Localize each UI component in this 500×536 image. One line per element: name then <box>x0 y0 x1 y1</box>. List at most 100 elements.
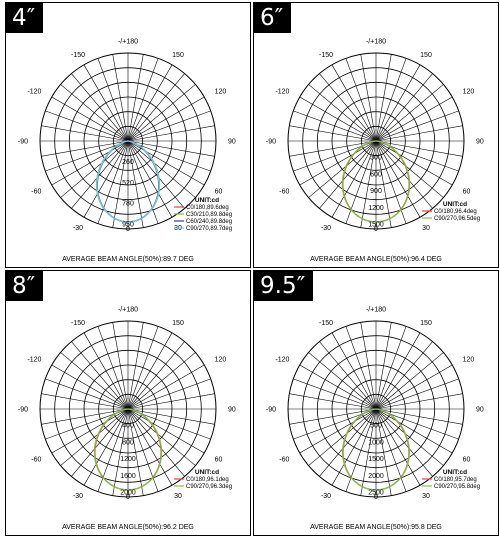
unit-label: UNIT:cd <box>443 201 467 208</box>
polar-spoke <box>375 393 463 410</box>
angle-label: 30 <box>422 493 430 500</box>
angle-label: -90 <box>18 139 28 146</box>
polar-spoke <box>127 341 185 410</box>
angle-label: -60 <box>279 189 289 196</box>
radial-label: 1500 <box>368 222 384 229</box>
radial-label: 1000 <box>368 439 384 446</box>
polar-spoke <box>45 378 129 410</box>
angle-label: 0 <box>126 494 130 501</box>
series-curve <box>96 140 160 223</box>
polar-spoke <box>45 140 129 172</box>
polar-spoke <box>375 378 459 410</box>
beam-angle-text: AVERAGE BEAM ANGLE(50%):89.7 DEG <box>62 256 194 263</box>
legend-entry: C30/210,89.8deg <box>186 212 232 218</box>
polar-spoke <box>71 408 129 477</box>
polar-spoke <box>308 408 377 466</box>
angle-label: 90 <box>228 139 236 146</box>
polar-spoke <box>308 352 377 410</box>
polar-spoke <box>127 140 196 198</box>
polar-spoke <box>289 125 377 142</box>
polar-spoke <box>375 140 444 198</box>
polar-spoke <box>331 408 377 486</box>
polar-chart: -/+180 150 120 90 60 30 0 -30 -60 -90 -120 -150 400 8… <box>18 307 236 532</box>
polar-spoke <box>41 140 129 157</box>
panel-9-5-inch: -/+180 150 120 90 60 30 0 -30 -60 -90 -120 -150 500 1… <box>253 270 499 536</box>
polar-spoke <box>127 140 211 172</box>
radial-label: 2000 <box>368 473 384 480</box>
polar-spoke <box>319 408 377 477</box>
polar-spoke <box>127 408 144 496</box>
polar-spoke <box>127 110 211 142</box>
angle-label: -150 <box>71 52 85 59</box>
polar-spoke <box>375 364 453 410</box>
polar-spoke <box>375 408 453 454</box>
radial-label: 260 <box>122 159 134 166</box>
angle-label: -120 <box>27 357 41 364</box>
polar-spoke <box>127 96 205 142</box>
polar-spoke <box>127 326 159 410</box>
polar-spoke <box>375 326 407 410</box>
polar-spoke <box>127 140 173 218</box>
polar-spoke <box>308 140 377 198</box>
angle-label: -/+180 <box>366 307 386 314</box>
beam-angle-text: AVERAGE BEAM ANGLE(50%):96.2 DEG <box>62 524 194 531</box>
legend-entry: C0/180,96.1deg <box>186 477 229 483</box>
angle-label: -60 <box>31 457 41 464</box>
polar-spoke <box>293 110 377 142</box>
radial-label: 900 <box>370 188 382 195</box>
legend-entry: C90/270,96.3deg <box>186 484 232 490</box>
angle-label: -30 <box>321 225 331 232</box>
polar-spoke <box>112 54 129 142</box>
series-curve <box>341 408 411 491</box>
beam-angle-text: AVERAGE BEAM ANGLE(50%):95.8 DEG <box>310 524 442 531</box>
polar-spoke <box>60 84 129 142</box>
polar-spoke <box>97 326 129 410</box>
polar-spoke <box>375 140 433 209</box>
polar-spoke <box>83 64 129 142</box>
legend-entry: C90/270,89.7deg <box>186 226 232 232</box>
radial-label: 800 <box>122 439 134 446</box>
panel-label: 4″ <box>6 3 44 33</box>
polar-spoke <box>345 58 377 142</box>
series-curve <box>341 140 411 223</box>
polar-spoke <box>51 364 129 410</box>
polar-spoke <box>127 408 173 486</box>
polar-spoke <box>360 322 377 410</box>
polar-spoke <box>127 140 144 228</box>
angle-label: -/+180 <box>118 39 138 46</box>
radial-label: 520 <box>122 180 134 187</box>
polar-spoke <box>127 408 215 425</box>
unit-label: UNIT:cd <box>443 469 467 476</box>
polar-spoke <box>375 140 463 157</box>
polar-spoke <box>83 408 129 486</box>
legend-entry: C90/270,96.5deg <box>434 216 480 222</box>
angle-label: -120 <box>27 89 41 96</box>
polar-spoke <box>60 408 129 466</box>
polar-spoke <box>127 332 173 410</box>
angle-label: -/+180 <box>118 307 138 314</box>
angle-label: 150 <box>172 320 184 327</box>
polar-spoke <box>375 140 392 228</box>
angle-label: 60 <box>215 189 223 196</box>
polar-spoke <box>375 110 459 142</box>
polar-spoke <box>375 322 392 410</box>
angle-label: 30 <box>422 225 430 232</box>
angle-label: -30 <box>73 225 83 232</box>
angle-label: -60 <box>31 189 41 196</box>
polar-spoke <box>331 64 377 142</box>
angle-label: 0 <box>374 494 378 501</box>
polar-spoke <box>375 408 433 477</box>
polar-spoke <box>127 364 205 410</box>
polar-spoke <box>51 96 129 142</box>
angle-label: -120 <box>275 357 289 364</box>
polar-spoke <box>41 393 129 410</box>
polar-spoke <box>289 140 377 157</box>
angle-label: -150 <box>319 52 333 59</box>
polar-spoke <box>97 140 129 224</box>
polar-spoke <box>319 73 377 142</box>
polar-spoke <box>375 140 421 218</box>
angle-label: 30 <box>174 225 182 232</box>
polar-spoke <box>97 58 129 142</box>
polar-spoke <box>375 96 453 142</box>
angle-label: -90 <box>18 407 28 414</box>
